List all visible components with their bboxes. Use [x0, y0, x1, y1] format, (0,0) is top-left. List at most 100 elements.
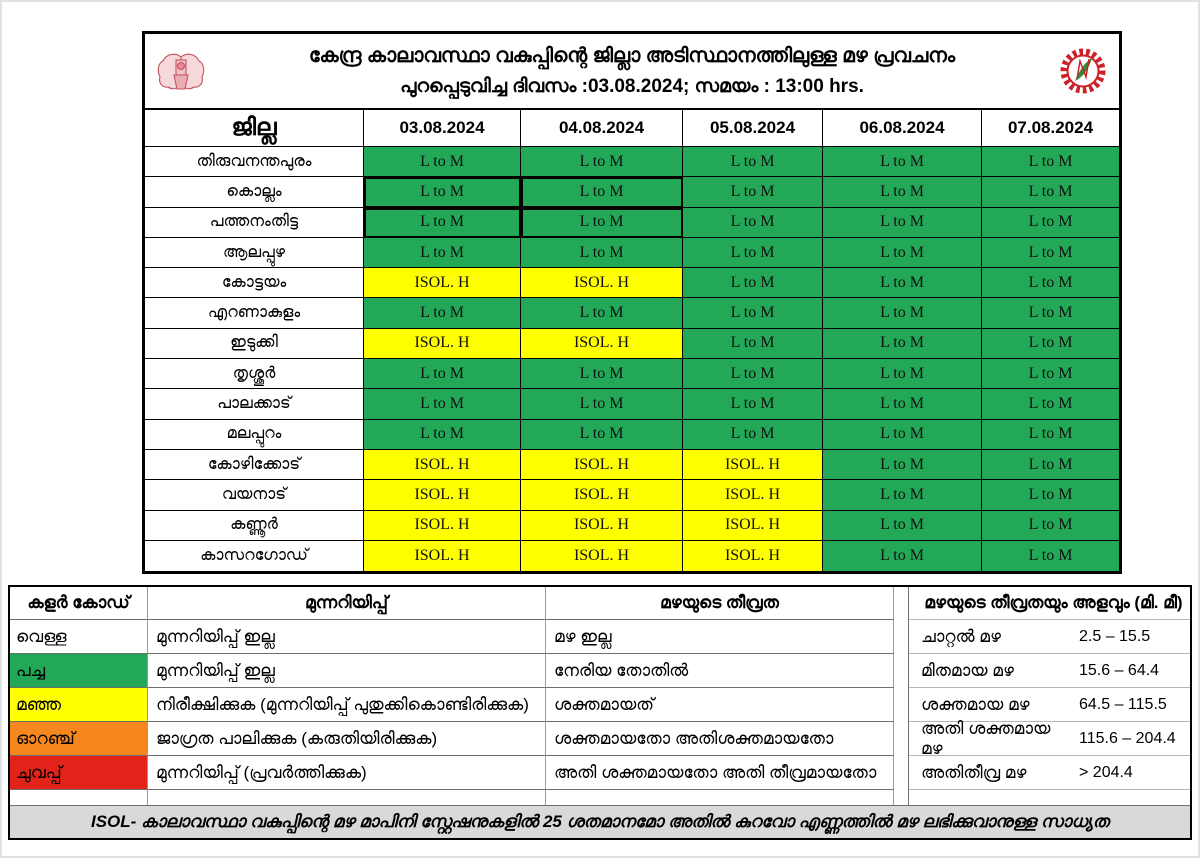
forecast-cell: L to M: [982, 510, 1119, 541]
legend-gap: [894, 587, 908, 805]
district-name: തിരുവനന്തപുരം: [145, 147, 364, 178]
forecast-cell: ISOL. H: [683, 480, 823, 511]
forecast-cell: L to M: [521, 389, 683, 420]
forecast-cell: L to M: [683, 177, 823, 208]
forecast-cell: ISOL. H: [521, 540, 683, 572]
forecast-cell: L to M: [364, 147, 521, 178]
forecast-cell: ISOL. H: [521, 510, 683, 541]
district-name: മലപ്പുറം: [145, 419, 364, 450]
column-header-date-3: 05.08.2024: [683, 110, 823, 147]
legend-intensity-text: ശക്തമായത്: [546, 688, 894, 722]
forecast-cell: L to M: [982, 177, 1119, 208]
column-header-date-4: 06.08.2024: [823, 110, 982, 147]
legend-empty-cell: [10, 790, 148, 805]
district-name: ആലപ്പുഴ: [145, 237, 364, 269]
forecast-cell: L to M: [823, 147, 982, 178]
district-name: എറണാകുളം: [145, 298, 364, 329]
forecast-cell: ISOL. H: [521, 449, 683, 481]
legend-warning-text: മുന്നറിയിപ്പ് ഇല്ല: [148, 654, 546, 688]
forecast-cell: L to M: [982, 147, 1119, 178]
legend-intensity-text: അതി ശക്തമായതോ അതി തീവ്രമായതോ: [546, 756, 894, 790]
legend-color-swatch-red: ചുവപ്പ്: [10, 756, 148, 790]
bulletin-title: കേന്ദ്ര കാലാവസ്ഥാ വകുപ്പിന്റെ ജില്ലാ അടി…: [308, 44, 956, 67]
forecast-cell: L to M: [683, 207, 823, 238]
forecast-cell: L to M: [521, 298, 683, 329]
rain-amount-label: ശക്തമായ മഴ: [909, 688, 1077, 722]
forecast-cell: L to M: [823, 449, 982, 481]
forecast-grid: ജില്ല 03.08.2024 04.08.2024 05.08.2024 0…: [145, 110, 1119, 572]
forecast-cell: L to M: [364, 359, 521, 390]
legend-color-swatch-orange: ഓറഞ്ച്: [10, 722, 148, 756]
forecast-cell: L to M: [521, 147, 683, 178]
rain-amount-empty-cell: [909, 790, 1190, 805]
district-name: ഇടുക്കി: [145, 328, 364, 360]
forecast-cell: L to M: [982, 480, 1119, 511]
forecast-cell: L to M: [364, 298, 521, 329]
forecast-cell: L to M: [521, 359, 683, 390]
forecast-cell: L to M: [823, 419, 982, 450]
forecast-cell: L to M: [683, 298, 823, 329]
forecast-cell: ISOL. H: [364, 540, 521, 572]
district-name: കോഴിക്കോട്: [145, 449, 364, 481]
forecast-cell: L to M: [683, 328, 823, 360]
forecast-cell: L to M: [823, 268, 982, 299]
legend-color-swatch-yellow: മഞ്ഞ: [10, 688, 148, 722]
forecast-cell: ISOL. H: [364, 449, 521, 481]
rain-amount-label: ചാറ്റൽ മഴ: [909, 620, 1077, 654]
legend-warning-text: മുന്നറിയിപ്പ് ഇല്ല: [148, 620, 546, 654]
legend-warning-text: മുന്നറിയിപ്പ് (പ്രവർത്തിക്കുക): [148, 756, 546, 790]
forecast-cell: ISOL. H: [683, 510, 823, 541]
forecast-cell: L to M: [982, 298, 1119, 329]
legend-warning-text: നിരീക്ഷിക്കുക (മുന്നറിയിപ്പ് പുതുക്കികൊണ…: [148, 688, 546, 722]
column-header-district: ജില്ല: [145, 110, 364, 147]
forecast-cell: L to M: [823, 328, 982, 360]
district-name: കണ്ണൂർ: [145, 510, 364, 541]
legend-block: കളർ കോഡ് മുന്നറിയിപ്പ് മഴയുടെ തീവ്രത വെള…: [8, 585, 1192, 840]
rain-amount-label: അതി ശക്തമായ മഴ: [909, 719, 1077, 758]
kerala-government-emblem-icon: [145, 48, 217, 94]
forecast-cell: L to M: [521, 177, 683, 208]
color-code-legend-table: കളർ കോഡ് മുന്നറിയിപ്പ് മഴയുടെ തീവ്രത വെള…: [10, 587, 894, 805]
forecast-cell: L to M: [982, 207, 1119, 238]
legend-intensity-text: ശക്തമായതോ അതിശക്തമായതോ: [546, 722, 894, 756]
forecast-cell: ISOL. H: [364, 480, 521, 511]
forecast-cell: ISOL. H: [521, 268, 683, 299]
forecast-cell: L to M: [823, 359, 982, 390]
legend-header-color-code: കളർ കോഡ്: [10, 587, 148, 620]
legend-intensity-text: നേരിയ തോതിൽ: [546, 654, 894, 688]
imd-logo-icon: [1047, 46, 1119, 96]
district-name: വയനാട്: [145, 480, 364, 511]
district-name: കോട്ടയം: [145, 268, 364, 299]
isol-footnote: ISOL- കാലാവസ്ഥാ വകുപ്പിന്റെ മഴ മാപിനി സ്…: [10, 805, 1190, 838]
district-name: പത്തനംതിട്ട: [145, 207, 364, 238]
forecast-cell: L to M: [823, 298, 982, 329]
legend-color-swatch-green: പച്ച: [10, 654, 148, 688]
forecast-cell: L to M: [823, 540, 982, 572]
title-box: കേന്ദ്ര കാലാവസ്ഥാ വകുപ്പിന്റെ ജില്ലാ അടി…: [145, 34, 1119, 110]
forecast-cell: ISOL. H: [364, 268, 521, 299]
forecast-cell: L to M: [982, 328, 1119, 360]
legend-header-warning: മുന്നറിയിപ്പ്: [148, 587, 546, 620]
rain-amount-table: മഴയുടെ തീവ്രതയും അളവും (മി. മീ) ചാറ്റൽ മ…: [908, 587, 1190, 805]
forecast-cell: L to M: [683, 237, 823, 269]
forecast-cell: L to M: [982, 359, 1119, 390]
district-name: തൃശ്ശൂർ: [145, 359, 364, 390]
district-name: പാലക്കാട്: [145, 389, 364, 420]
forecast-cell: L to M: [982, 389, 1119, 420]
forecast-cell: L to M: [521, 419, 683, 450]
forecast-cell: ISOL. H: [364, 328, 521, 360]
forecast-cell: L to M: [982, 540, 1119, 572]
district-name: കൊല്ലം: [145, 177, 364, 208]
bulletin-titles: കേന്ദ്ര കാലാവസ്ഥാ വകുപ്പിന്റെ ജില്ലാ അടി…: [217, 41, 1047, 101]
forecast-cell: ISOL. H: [683, 449, 823, 481]
forecast-cell: ISOL. H: [364, 510, 521, 541]
forecast-cell: ISOL. H: [683, 540, 823, 572]
forecast-cell: L to M: [823, 177, 982, 208]
forecast-cell: L to M: [683, 419, 823, 450]
forecast-cell: L to M: [823, 480, 982, 511]
forecast-cell: L to M: [982, 449, 1119, 481]
forecast-cell: L to M: [982, 268, 1119, 299]
forecast-cell: L to M: [683, 268, 823, 299]
rain-amount-range: > 204.4: [1077, 756, 1190, 790]
forecast-cell: ISOL. H: [521, 480, 683, 511]
